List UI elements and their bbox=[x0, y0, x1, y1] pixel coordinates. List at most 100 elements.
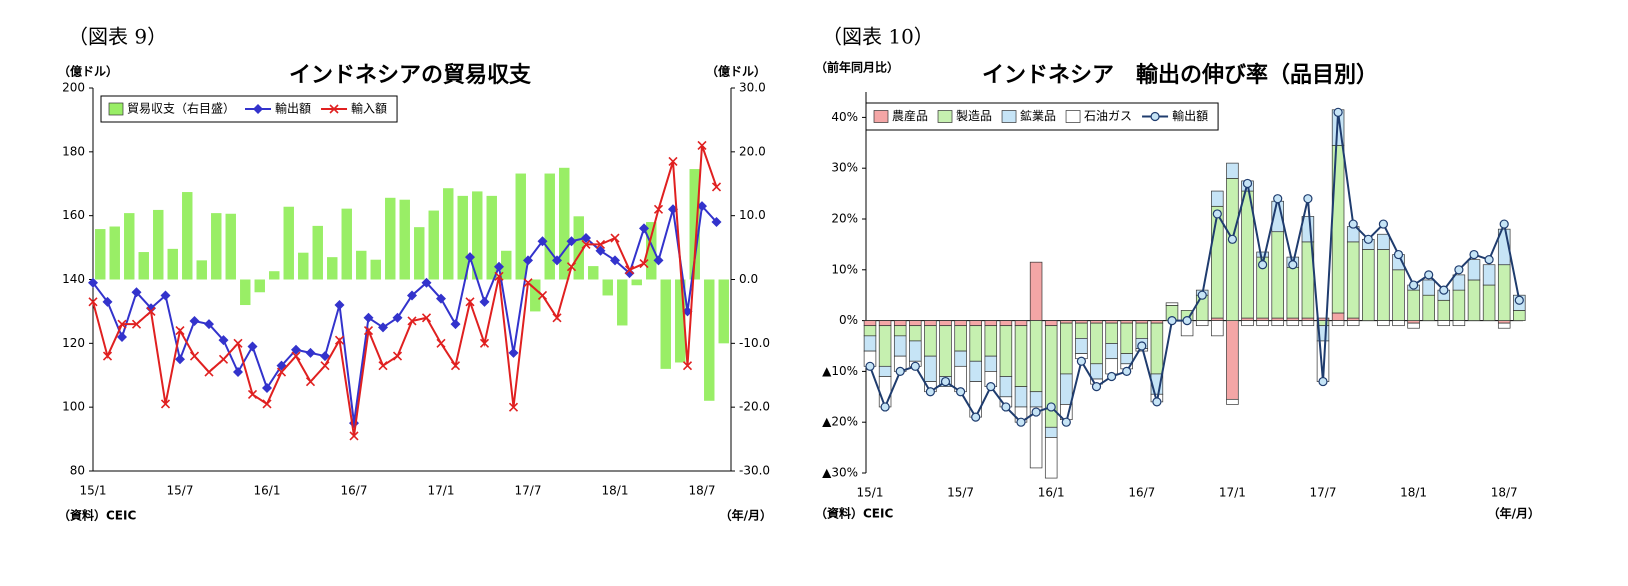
point bbox=[610, 233, 620, 243]
bar-segment bbox=[1226, 162, 1239, 179]
bar-segment bbox=[1301, 317, 1315, 321]
x-tick-label: 17/7 bbox=[515, 484, 542, 498]
point bbox=[421, 277, 432, 288]
bar-segment bbox=[924, 325, 937, 357]
point bbox=[253, 104, 264, 114]
legend-label: 鉱業品 bbox=[1020, 108, 1056, 123]
point bbox=[552, 313, 562, 323]
bar-segment bbox=[1452, 320, 1466, 327]
point bbox=[204, 319, 214, 330]
bar-segment bbox=[1029, 320, 1043, 393]
chart-title: インドネシア 輸出の伸び率（品目別） bbox=[982, 62, 1378, 88]
bar-segment bbox=[1120, 320, 1133, 324]
y-axis-label: （前年同月比） bbox=[815, 60, 899, 75]
point bbox=[479, 338, 490, 348]
bar bbox=[573, 216, 584, 280]
point bbox=[378, 361, 388, 371]
point bbox=[537, 290, 548, 301]
point bbox=[595, 239, 606, 249]
point bbox=[88, 297, 98, 307]
bar-segment bbox=[893, 325, 907, 337]
y-tick-label: 80 bbox=[70, 464, 85, 478]
bar-segment bbox=[1497, 322, 1511, 329]
point bbox=[523, 278, 533, 288]
point bbox=[262, 399, 272, 409]
point bbox=[189, 351, 200, 361]
point bbox=[1167, 316, 1177, 326]
legend-label: 製造品 bbox=[956, 109, 992, 123]
bar bbox=[124, 213, 135, 280]
point bbox=[407, 316, 417, 326]
y2-tick-label: 10.0 bbox=[739, 208, 766, 222]
point bbox=[1212, 209, 1222, 219]
bar bbox=[399, 199, 410, 280]
point bbox=[233, 338, 243, 348]
point bbox=[291, 351, 301, 361]
y-tick-label: 20% bbox=[831, 212, 858, 226]
y-tick-label: ▲20% bbox=[822, 415, 858, 429]
x-axis-label: （年/月） bbox=[720, 508, 772, 523]
point bbox=[450, 361, 461, 371]
bar bbox=[341, 208, 352, 280]
legend-swatch bbox=[1001, 110, 1017, 123]
point bbox=[668, 156, 678, 166]
bar bbox=[327, 257, 338, 280]
point bbox=[910, 361, 920, 371]
point bbox=[349, 418, 359, 429]
bar-segment bbox=[1211, 190, 1224, 207]
bar bbox=[414, 227, 425, 280]
bar-segment bbox=[1422, 279, 1435, 296]
legend-label: 石油ガス bbox=[1084, 109, 1132, 123]
figure-label: （図表 10） bbox=[822, 25, 934, 49]
bar-segment bbox=[1135, 320, 1149, 324]
point bbox=[1393, 249, 1404, 260]
point bbox=[1197, 290, 1207, 300]
bar-segment bbox=[1497, 320, 1511, 324]
bar-segment bbox=[1467, 259, 1481, 281]
point bbox=[392, 312, 403, 323]
bar-segment bbox=[999, 376, 1013, 398]
point bbox=[1469, 249, 1479, 260]
point bbox=[1348, 219, 1358, 229]
point bbox=[175, 354, 185, 365]
bar-segment bbox=[1256, 317, 1269, 321]
bar bbox=[385, 197, 396, 280]
bar-segment bbox=[954, 325, 967, 352]
bar bbox=[515, 173, 526, 280]
line bbox=[869, 112, 1521, 425]
point bbox=[102, 351, 113, 361]
bar-segment bbox=[1165, 302, 1179, 306]
point bbox=[940, 376, 951, 387]
bar-segment bbox=[1075, 320, 1088, 324]
bar-segment bbox=[1211, 320, 1224, 337]
y2-tick-label: 30.0 bbox=[739, 81, 766, 95]
bar-segment bbox=[1105, 322, 1118, 344]
bar-segment bbox=[924, 355, 937, 382]
point bbox=[146, 306, 156, 316]
y2-tick-label: -30.0 bbox=[739, 464, 770, 478]
point bbox=[581, 233, 591, 244]
source: （資料）CEIC bbox=[58, 508, 136, 523]
point bbox=[1333, 107, 1343, 117]
bar bbox=[631, 279, 642, 286]
point bbox=[865, 361, 875, 371]
point bbox=[653, 255, 664, 266]
point bbox=[682, 361, 693, 371]
point bbox=[494, 271, 504, 281]
x-tick-label: 16/7 bbox=[1128, 486, 1155, 500]
bar-segment bbox=[1150, 320, 1164, 324]
bar-segment bbox=[1513, 310, 1526, 321]
y2-tick-label: 0.0 bbox=[739, 272, 758, 286]
legend-swatch bbox=[108, 102, 124, 116]
y-tick-label: 100 bbox=[62, 400, 85, 414]
point bbox=[537, 236, 548, 247]
bar bbox=[443, 188, 454, 280]
point bbox=[218, 335, 229, 346]
point bbox=[436, 293, 446, 304]
point bbox=[1182, 316, 1192, 326]
point bbox=[1076, 356, 1087, 366]
point bbox=[450, 319, 461, 330]
point bbox=[349, 431, 359, 441]
point bbox=[595, 245, 606, 256]
